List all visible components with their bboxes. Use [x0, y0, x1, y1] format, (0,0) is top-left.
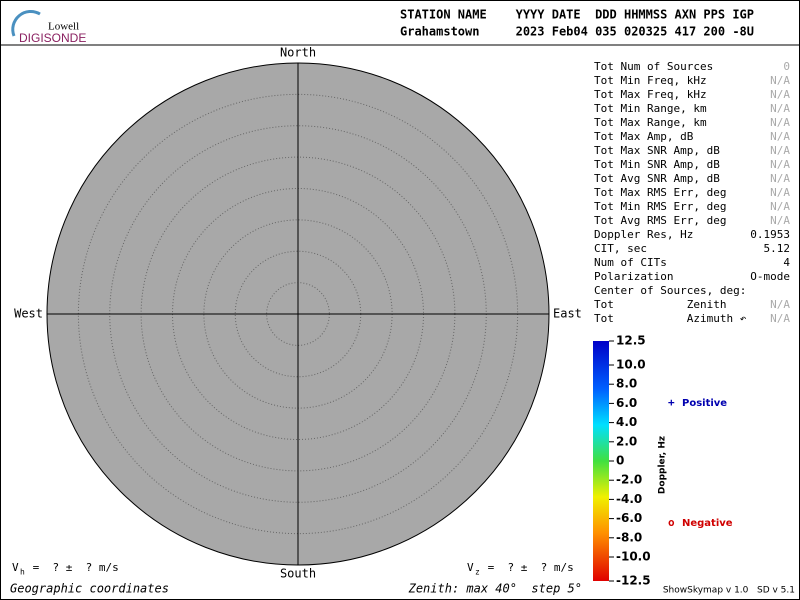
- stat-value: O-mode: [750, 270, 790, 283]
- velocity-text: = ? ± ? m/s: [481, 561, 574, 574]
- stat-value: N/A: [770, 172, 790, 185]
- footer-zenith: Zenith: max 40° step 5°: [408, 582, 582, 596]
- velocity-text: = ? ± ? m/s: [26, 561, 119, 574]
- stat-value: N/A: [770, 130, 790, 143]
- colorbar-label: -12.5: [616, 574, 651, 588]
- stat-label: Tot Max SNR Amp, dB: [594, 144, 720, 157]
- stat-value: N/A: [770, 186, 790, 199]
- colorbar-label: -8.0: [616, 530, 642, 544]
- dir-label: South: [280, 567, 316, 581]
- colorbar-label: 6.0: [616, 396, 637, 410]
- colorbar-label: -2.0: [616, 473, 642, 487]
- velocity-symbol: V: [12, 561, 19, 574]
- colorbar-label: 4.0: [616, 415, 637, 429]
- stat-value: N/A: [770, 144, 790, 157]
- legend-symbol: +: [668, 396, 675, 409]
- logo-top: Lowell: [48, 21, 79, 33]
- stat-label: Tot Avg SNR Amp, dB: [594, 172, 720, 185]
- velocity-symbol: V: [467, 561, 474, 574]
- colorbar-label: 12.5: [616, 334, 646, 348]
- stat-value: N/A: [770, 298, 790, 311]
- stat-label: Polarization: [594, 270, 673, 283]
- stat-label: Tot Max Freq, kHz: [594, 88, 707, 101]
- stat-value: 4: [783, 256, 790, 269]
- stat-value: N/A: [770, 74, 790, 87]
- stat-value: N/A: [770, 312, 790, 325]
- header-line: STATION NAME YYYY DATE DDD HHMMSS AXN PP…: [400, 8, 754, 22]
- stat-label: Tot Min SNR Amp, dB: [594, 158, 720, 171]
- colorbar-label: -10.0: [616, 550, 651, 564]
- colorbar-label: 0: [616, 454, 624, 468]
- stat-value: N/A: [770, 200, 790, 213]
- stat-value: N/A: [770, 88, 790, 101]
- stat-label: Tot Avg RMS Err, deg: [594, 214, 726, 227]
- stat-value: N/A: [770, 214, 790, 227]
- logo-arc: [11, 9, 41, 37]
- stat-label: Tot Max RMS Err, deg: [594, 186, 726, 199]
- stat-label: Tot Max Range, km: [594, 116, 707, 129]
- logo-bottom: DIGISONDE: [19, 31, 86, 45]
- stat-value: 0.1953: [750, 228, 790, 241]
- footer-coords: Geographic coordinates: [10, 582, 169, 596]
- dir-label: East: [553, 307, 582, 321]
- stat-label: CIT, sec: [594, 242, 647, 255]
- stat-label: Doppler Res, Hz: [594, 228, 693, 241]
- stat-value: N/A: [770, 158, 790, 171]
- stat-label: Tot Num of Sources: [594, 60, 713, 73]
- legend-text: Negative: [682, 518, 733, 529]
- stat-label: Tot Min Freq, kHz: [594, 74, 707, 87]
- colorbar-label: 10.0: [616, 358, 646, 372]
- stat-label: Tot Azimuth ↶: [594, 312, 747, 325]
- legend-symbol: o: [668, 516, 675, 529]
- stat-label: Tot Max Amp, dB: [594, 130, 694, 143]
- legend-text: Positive: [682, 398, 727, 409]
- stat-value: N/A: [770, 102, 790, 115]
- colorbar-label: -4.0: [616, 492, 642, 506]
- stat-value: 0: [783, 60, 790, 73]
- colorbar: [593, 341, 609, 581]
- footer-version: ShowSkymap v 1.0 SD v 5.1: [663, 586, 795, 596]
- dir-label: North: [280, 46, 316, 60]
- velocity-sub: h: [20, 568, 25, 577]
- colorbar-label: 2.0: [616, 434, 637, 448]
- header-line: Grahamstown 2023 Feb04 035 020325 417 20…: [400, 25, 754, 39]
- stat-value: N/A: [770, 116, 790, 129]
- colorbar-title: Doppler, Hz: [658, 436, 668, 494]
- stat-label: Tot Min RMS Err, deg: [594, 200, 726, 213]
- colorbar-label: -6.0: [616, 511, 642, 525]
- stat-label: Center of Sources, deg:: [594, 284, 746, 297]
- stat-label: Tot Zenith: [594, 298, 726, 311]
- velocity-sub: z: [475, 568, 480, 577]
- stat-label: Tot Min Range, km: [594, 102, 707, 115]
- dir-label: West: [14, 307, 43, 321]
- colorbar-label: 8.0: [616, 377, 637, 391]
- stat-label: Num of CITs: [594, 256, 667, 269]
- stat-value: 5.12: [764, 242, 791, 255]
